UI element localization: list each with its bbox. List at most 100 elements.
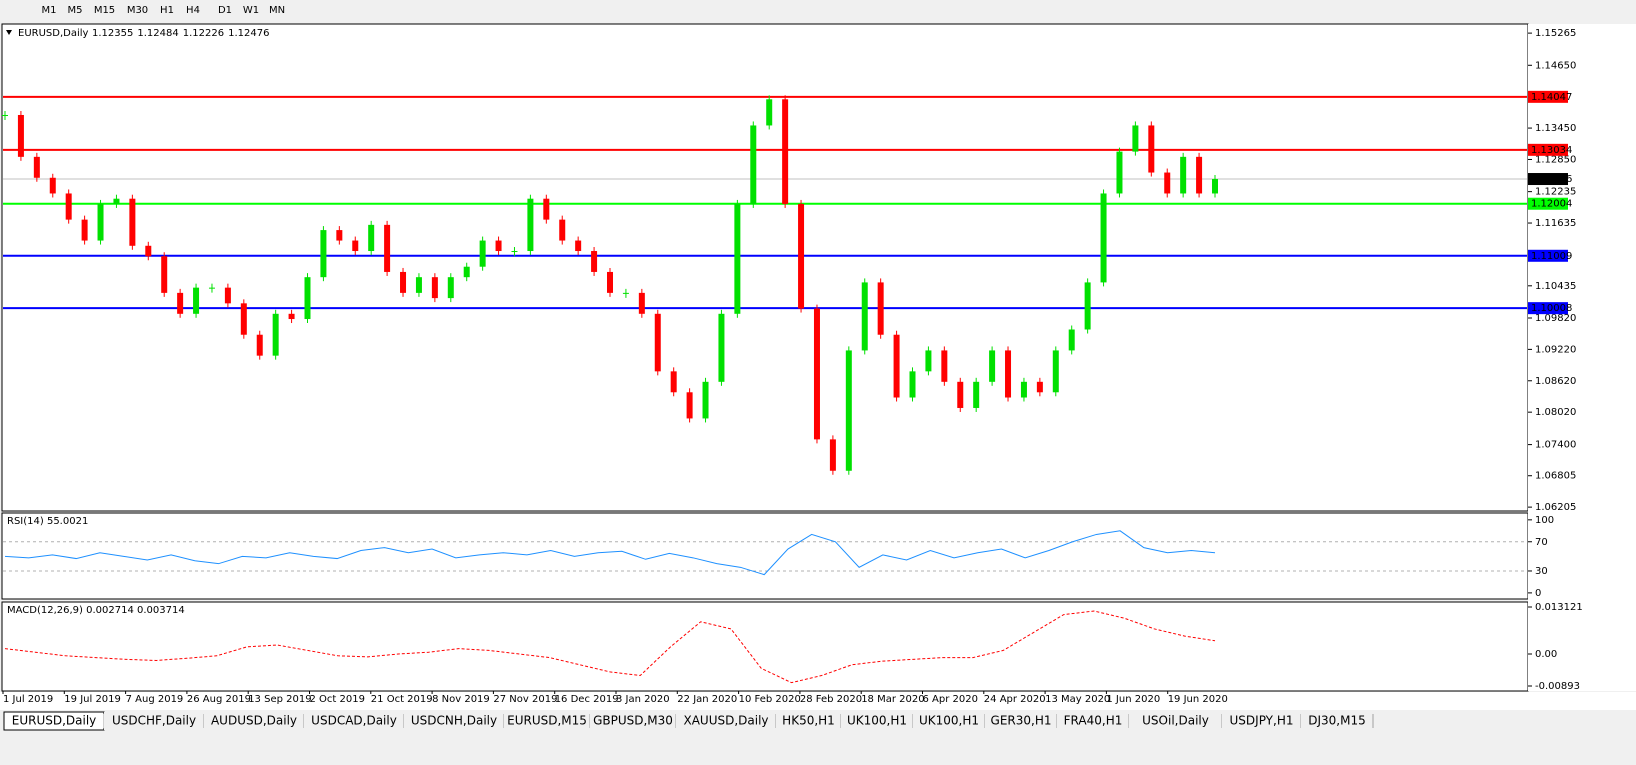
candle: [957, 381, 964, 408]
candle: [224, 287, 231, 304]
x-tick-label: 28 Feb 2020: [800, 694, 862, 705]
candle: [702, 381, 709, 419]
tab[interactable]: [1057, 712, 1129, 730]
candle: [161, 256, 168, 293]
candle: [177, 292, 184, 314]
candle: [208, 287, 215, 289]
x-tick-label: 21 Oct 2019: [371, 694, 433, 705]
tab[interactable]: [304, 712, 404, 730]
tab-label[interactable]: XAUUSD,Daily: [683, 714, 768, 728]
y-tick-label: 1.06205: [1535, 502, 1576, 513]
x-tick-label: 27 Nov 2019: [493, 694, 557, 705]
candle: [527, 198, 534, 252]
y-tick-label: 1.09220: [1535, 344, 1576, 355]
candle: [973, 381, 980, 408]
tab-label[interactable]: USDCNH,Daily: [411, 714, 497, 728]
candle: [288, 313, 295, 320]
candle: [415, 277, 422, 293]
macd-line: [4, 610, 1216, 684]
y-tick-label: 1.13450: [1535, 123, 1576, 134]
candle: [479, 240, 486, 267]
x-tick-label: 13 May 2020: [1045, 694, 1110, 705]
timeframe-button[interactable]: D1: [218, 5, 232, 16]
candle: [256, 334, 263, 356]
tab-label[interactable]: EURUSD,Daily: [12, 714, 97, 728]
timeframe-button[interactable]: M5: [68, 5, 83, 16]
timeframe-button[interactable]: M30: [127, 5, 148, 16]
candle: [495, 240, 502, 252]
candle: [1148, 125, 1155, 173]
tab[interactable]: [504, 712, 590, 730]
candle: [1196, 156, 1203, 194]
x-tick-label: 24 Apr 2020: [984, 694, 1046, 705]
tab[interactable]: [676, 712, 776, 730]
tab[interactable]: [1129, 712, 1222, 730]
tab[interactable]: [590, 712, 676, 730]
y-tick-label: 30: [1535, 566, 1548, 577]
candle: [447, 277, 454, 299]
candle: [1164, 172, 1171, 194]
tab-label[interactable]: GER30,H1: [991, 714, 1052, 728]
candle: [591, 251, 598, 272]
x-tick-label: 10 Feb 2020: [739, 694, 801, 705]
candle: [1005, 350, 1012, 398]
tab-label[interactable]: DJ30,M15: [1308, 714, 1366, 728]
tab-label[interactable]: USDJPY,H1: [1230, 714, 1294, 728]
candle: [2, 114, 8, 116]
candle: [607, 271, 613, 293]
candle: [304, 277, 311, 320]
tab-label[interactable]: UK100,H1: [847, 714, 907, 728]
y-tick-label: 100: [1535, 515, 1554, 526]
macd-pane: [1, 601, 1529, 692]
tab-label[interactable]: GBPUSD,M30: [593, 714, 673, 728]
candle: [734, 203, 741, 314]
level-label-bg: [1528, 197, 1568, 210]
candle: [368, 224, 375, 252]
tab[interactable]: [841, 712, 913, 730]
timeframe-button[interactable]: MN: [269, 5, 285, 16]
x-tick-label: 8 Nov 2019: [432, 694, 490, 705]
tab-label[interactable]: UK100,H1: [919, 714, 979, 728]
tab[interactable]: [1301, 712, 1373, 730]
candle: [925, 350, 932, 372]
timeframe-button[interactable]: H1: [160, 5, 174, 16]
candle: [1020, 381, 1027, 398]
chart-title: EURUSD,Daily: [18, 28, 89, 39]
candle: [638, 292, 645, 314]
y-tick-label: 1.10435: [1535, 281, 1576, 292]
tab-label[interactable]: FRA40,H1: [1064, 714, 1123, 728]
tab-label[interactable]: USDCAD,Daily: [311, 714, 397, 728]
tab-label[interactable]: AUDUSD,Daily: [211, 714, 297, 728]
candle: [511, 251, 518, 253]
tab-label[interactable]: EURUSD,M15: [507, 714, 587, 728]
timeframe-button[interactable]: W1: [243, 5, 259, 16]
tab[interactable]: [104, 712, 204, 730]
timeframe-button[interactable]: H4: [186, 5, 200, 16]
candle: [989, 350, 996, 382]
tab[interactable]: [404, 712, 504, 730]
timeframe-button[interactable]: M15: [94, 5, 115, 16]
y-tick-label: -0.00893: [1535, 681, 1580, 692]
x-tick-label: 16 Dec 2019: [555, 694, 619, 705]
tab[interactable]: [204, 712, 304, 730]
tab-label[interactable]: HK50,H1: [782, 714, 835, 728]
candle: [766, 99, 773, 126]
x-tick-label: 3 Jan 2020: [616, 694, 670, 705]
candle: [113, 198, 120, 204]
y-tick-label: 0: [1535, 588, 1541, 599]
level-label-bg: [1528, 90, 1568, 103]
tab[interactable]: [776, 712, 841, 730]
quote: 1.12355 1.12484 1.12226 1.12476: [92, 28, 269, 39]
candle: [463, 266, 470, 278]
candle: [1132, 125, 1139, 152]
tab-label[interactable]: USDCHF,Daily: [112, 714, 196, 728]
candle: [622, 292, 629, 294]
tab[interactable]: [913, 712, 985, 730]
timeframe-button[interactable]: M1: [42, 5, 57, 16]
candle: [798, 203, 805, 309]
x-tick-label: 6 Apr 2020: [923, 694, 978, 705]
tab[interactable]: [985, 712, 1057, 730]
tab-label[interactable]: USOil,Daily: [1142, 714, 1209, 728]
tab[interactable]: [1222, 712, 1301, 730]
x-tick-label: 19 Jul 2019: [64, 694, 121, 705]
